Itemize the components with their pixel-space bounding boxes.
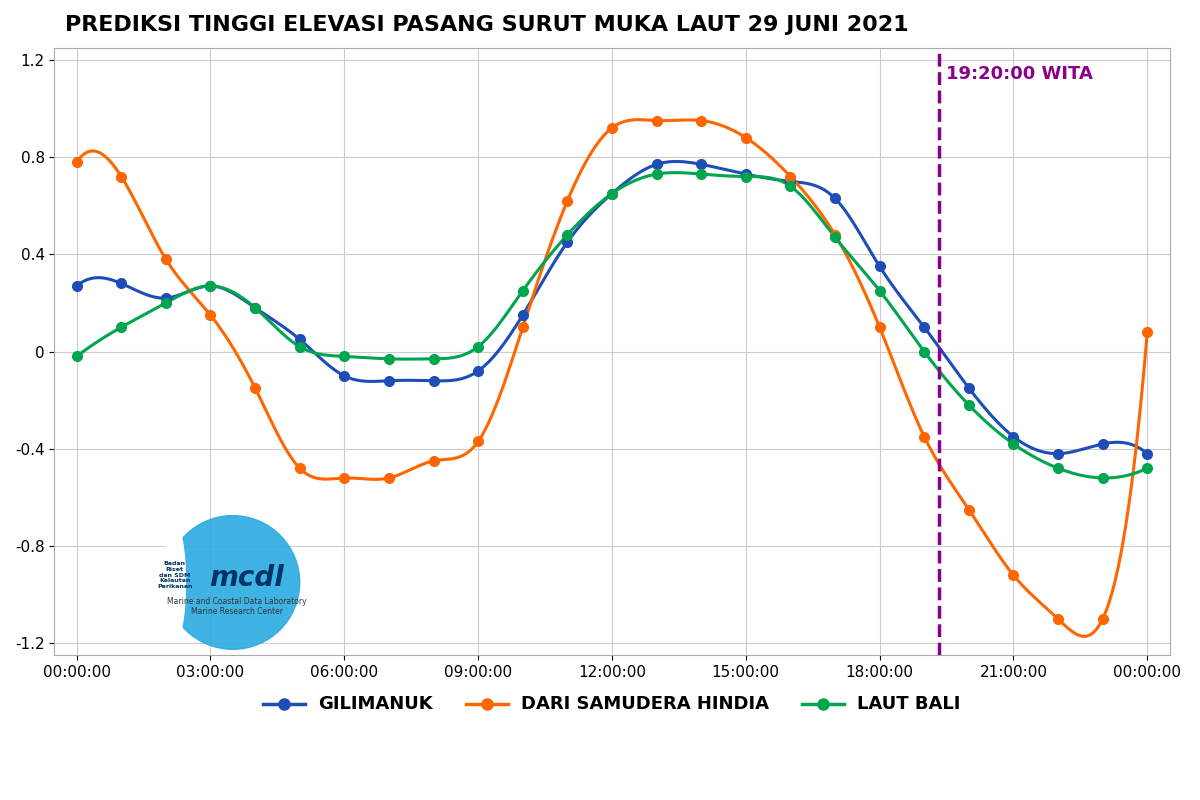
Ellipse shape — [166, 516, 300, 650]
Text: 19:20:00 WITA: 19:20:00 WITA — [946, 65, 1093, 82]
Circle shape — [164, 524, 186, 641]
Text: PREDIKSI TINGGI ELEVASI PASANG SURUT MUKA LAUT 29 JUNI 2021: PREDIKSI TINGGI ELEVASI PASANG SURUT MUK… — [66, 15, 910, 35]
Text: mcdl: mcdl — [209, 564, 283, 592]
Text: Marine and Coastal Data Laboratory
Marine Research Center: Marine and Coastal Data Laboratory Marin… — [168, 597, 307, 617]
Legend: GILIMANUK, DARI SAMUDERA HINDIA, LAUT BALI: GILIMANUK, DARI SAMUDERA HINDIA, LAUT BA… — [257, 689, 967, 720]
Text: Badan
Riset
dan SDM
Kelautan
Perikanan: Badan Riset dan SDM Kelautan Perikanan — [157, 561, 192, 590]
